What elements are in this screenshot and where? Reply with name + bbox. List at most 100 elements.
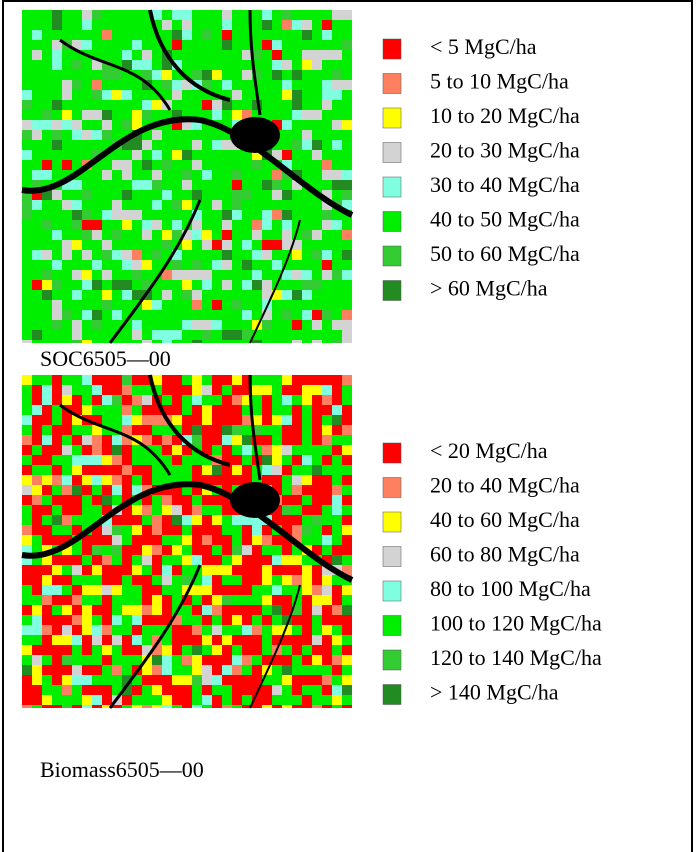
map-cell	[312, 505, 322, 515]
map-cell	[152, 595, 162, 605]
map-cell	[212, 230, 222, 240]
map-cell	[262, 330, 272, 340]
map-cell	[142, 685, 152, 695]
map-cell	[112, 595, 122, 605]
map-cell	[212, 625, 222, 635]
map-cell	[242, 565, 252, 575]
map-cell	[162, 200, 172, 210]
map-cell	[312, 535, 322, 545]
map-cell	[172, 685, 182, 695]
map-cell	[32, 415, 42, 425]
map-cell	[202, 645, 212, 655]
map-cell	[242, 260, 252, 270]
map-cell	[302, 10, 312, 20]
map-cell	[172, 220, 182, 230]
map-cell	[342, 585, 352, 595]
map-cell	[322, 20, 332, 30]
map-cell	[132, 425, 142, 435]
map-cell	[172, 675, 182, 685]
map-cell	[222, 270, 232, 280]
map-cell	[22, 455, 32, 465]
map-cell	[42, 475, 52, 485]
map-cell	[172, 270, 182, 280]
map-cell	[282, 90, 292, 100]
map-cell	[42, 310, 52, 320]
map-cell	[82, 655, 92, 665]
map-cell	[162, 505, 172, 515]
map-cell	[262, 80, 272, 90]
map-cell	[132, 415, 142, 425]
map-cell	[182, 200, 192, 210]
map-cell	[32, 270, 42, 280]
map-cell	[82, 385, 92, 395]
map-cell	[72, 270, 82, 280]
map-cell	[52, 170, 62, 180]
map-cell	[332, 180, 342, 190]
map-cell	[222, 415, 232, 425]
map-cell	[42, 505, 52, 515]
map-cell	[22, 695, 32, 705]
map-cell	[302, 505, 312, 515]
map-cell	[332, 30, 342, 40]
map-cell	[132, 160, 142, 170]
map-cell	[32, 120, 42, 130]
map-cell	[212, 30, 222, 40]
map-cell	[212, 290, 222, 300]
map-cell	[192, 625, 202, 635]
map-cell	[42, 595, 52, 605]
map-cell	[52, 635, 62, 645]
map-cell	[332, 685, 342, 695]
map-cell	[152, 210, 162, 220]
map-cell	[132, 280, 142, 290]
map-cell	[52, 475, 62, 485]
map-cell	[112, 70, 122, 80]
map-cell	[192, 595, 202, 605]
map-cell	[182, 655, 192, 665]
map-cell	[232, 705, 242, 708]
map-cell	[112, 435, 122, 445]
map-cell	[102, 180, 112, 190]
map-cell	[302, 525, 312, 535]
map-cell	[102, 465, 112, 475]
map-cell	[182, 190, 192, 200]
map-cell	[222, 565, 232, 575]
map-cell	[202, 100, 212, 110]
map-cell	[112, 535, 122, 545]
map-cell	[112, 90, 122, 100]
map-cell	[182, 525, 192, 535]
map-cell	[22, 300, 32, 310]
map-cell	[32, 395, 42, 405]
legend-swatch	[383, 512, 401, 532]
map-cell	[42, 645, 52, 655]
map-cell	[162, 310, 172, 320]
map-cell	[282, 210, 292, 220]
map-cell	[302, 320, 312, 330]
map-cell	[202, 320, 212, 330]
map-cell	[102, 475, 112, 485]
map-cell	[282, 695, 292, 705]
map-cell	[222, 705, 232, 708]
map-cell	[232, 535, 242, 545]
map-cell	[332, 260, 342, 270]
map-cell	[282, 310, 292, 320]
map-cell	[102, 220, 112, 230]
map-cell	[152, 310, 162, 320]
map-cell	[322, 465, 332, 475]
map-cell	[42, 290, 52, 300]
map-cell	[222, 170, 232, 180]
map-cell	[292, 395, 302, 405]
map-cell	[202, 230, 212, 240]
map-cell	[272, 200, 282, 210]
map-cell	[52, 250, 62, 260]
map-cell	[52, 10, 62, 20]
map-cell	[322, 595, 332, 605]
map-cell	[222, 695, 232, 705]
map-cell	[342, 415, 352, 425]
legend-swatch	[383, 177, 401, 197]
map-cell	[92, 280, 102, 290]
legend-label: 100 to 120 MgC/ha	[430, 611, 602, 636]
map-cell	[302, 455, 312, 465]
map-cell	[322, 445, 332, 455]
map-cell	[202, 260, 212, 270]
map-cell	[112, 110, 122, 120]
